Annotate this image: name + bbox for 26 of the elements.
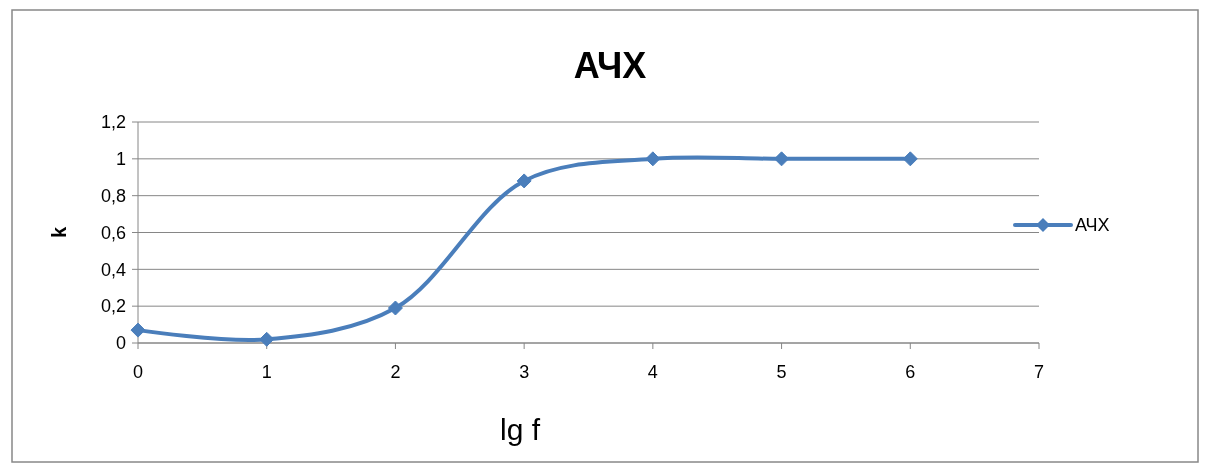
legend-label: АЧХ (1075, 215, 1110, 236)
point (902, 151, 918, 167)
point (645, 151, 661, 167)
y-tick-label: 0 (115, 333, 126, 354)
point (516, 173, 532, 189)
point (387, 300, 403, 316)
x-axis-title: lg f (499, 413, 541, 446)
y-tick-label: 0,8 (100, 185, 126, 206)
point (130, 322, 146, 338)
y-tick-label: 0,6 (100, 222, 126, 243)
chart-title: АЧХ (573, 45, 647, 86)
x-tick-label: 0 (132, 362, 144, 382)
y-tick-label: 0,2 (100, 296, 126, 317)
x-tick-label: 3 (519, 362, 530, 382)
y-tick-label: 1 (115, 149, 126, 170)
point (774, 151, 790, 167)
y-axis-title: k (48, 226, 70, 239)
x-tick-label: 6 (905, 362, 916, 382)
x-tick-label: 2 (390, 362, 401, 382)
y-tick-label: 1,2 (100, 112, 126, 133)
x-tick-label: 5 (776, 362, 787, 382)
x-tick-label: 7 (1033, 362, 1045, 382)
x-tick-label: 1 (261, 362, 272, 382)
x-tick-label: 4 (647, 362, 658, 382)
y-tick-label: 0,4 (100, 259, 126, 280)
point (259, 331, 275, 347)
